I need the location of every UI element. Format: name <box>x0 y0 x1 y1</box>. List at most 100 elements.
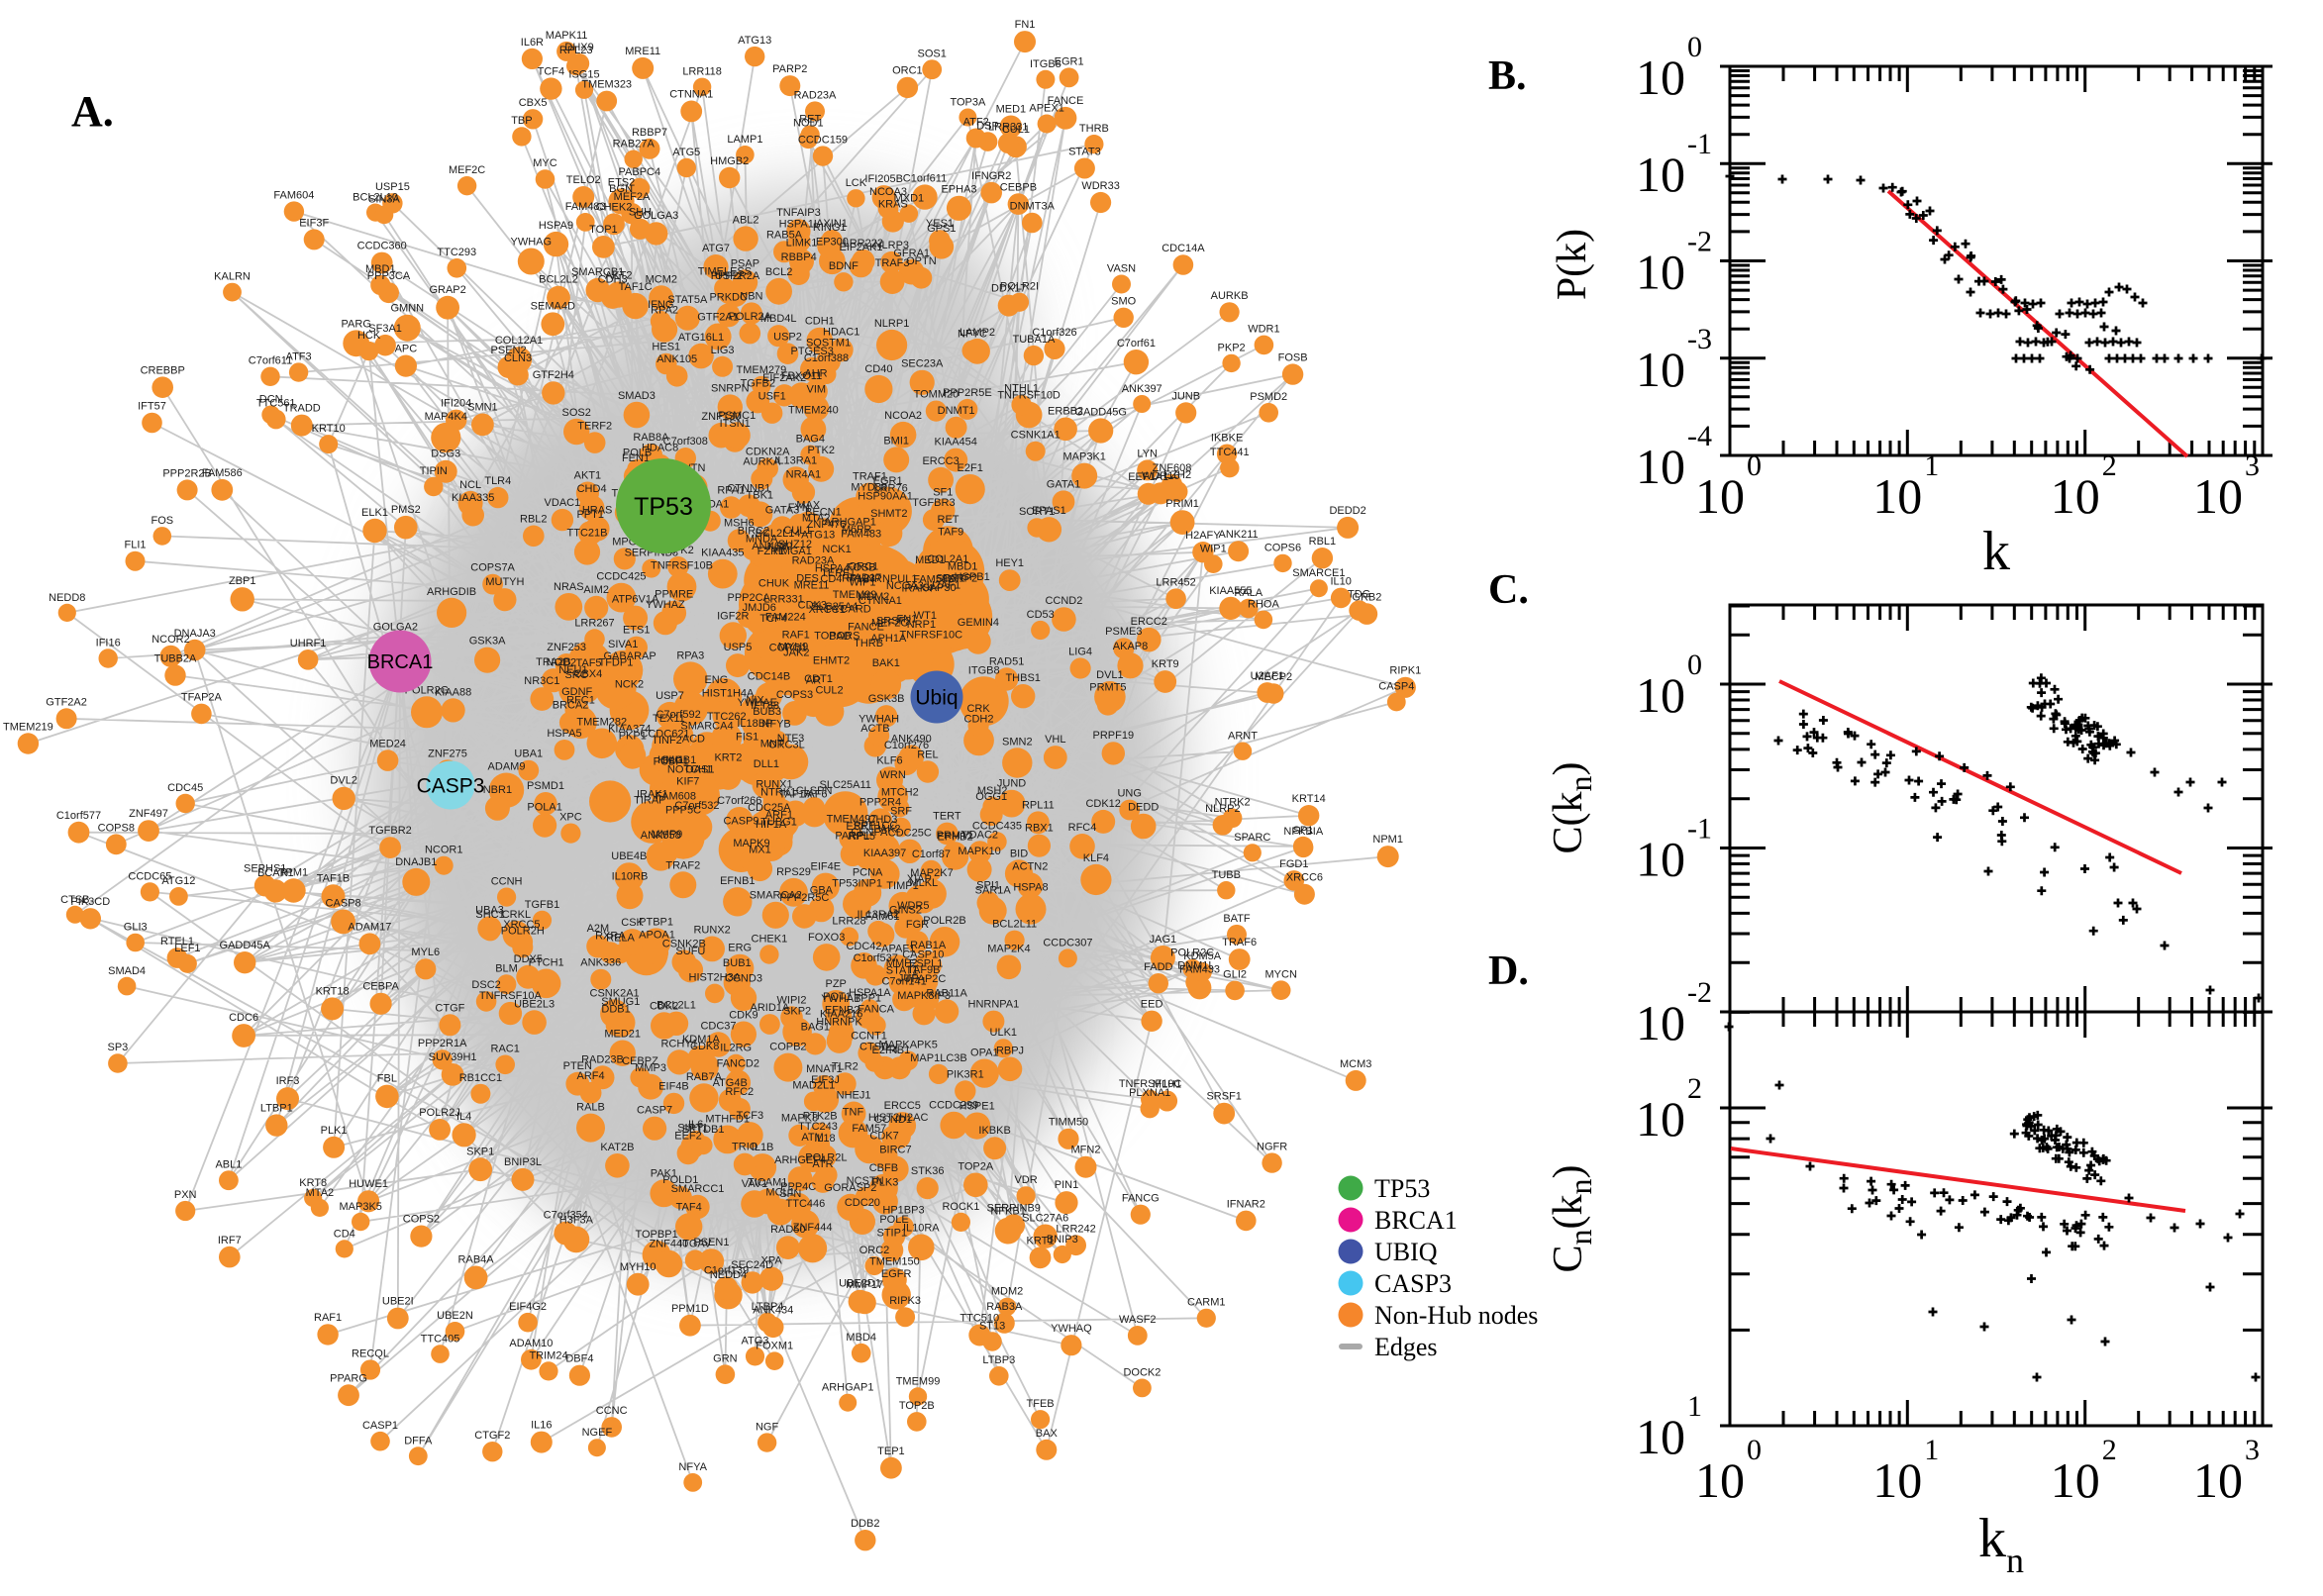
svg-text:ACTB: ACTB <box>860 723 889 735</box>
svg-text:YWHAH: YWHAH <box>858 713 899 725</box>
svg-text:FBXO11: FBXO11 <box>781 370 822 382</box>
svg-text:ATG7: ATG7 <box>702 243 730 254</box>
svg-text:MXD1: MXD1 <box>894 193 925 205</box>
svg-text:CDC37: CDC37 <box>700 1020 736 1032</box>
svg-text:GRAP2: GRAP2 <box>429 284 465 296</box>
svg-text:ATG3: ATG3 <box>742 1335 769 1347</box>
svg-text:SMARCC1: SMARCC1 <box>671 1183 725 1195</box>
svg-text:FOSB: FOSB <box>1278 351 1308 363</box>
svg-text:TNFRSF10C: TNFRSF10C <box>1119 1078 1182 1090</box>
svg-text:GRB2: GRB2 <box>1352 591 1381 603</box>
svg-text:NLRP2: NLRP2 <box>1205 803 1240 815</box>
svg-text:CCDC435: CCDC435 <box>972 820 1022 832</box>
svg-text:IFI205B: IFI205B <box>864 173 903 185</box>
svg-text:TTC243: TTC243 <box>798 1121 838 1133</box>
svg-text:THRB: THRB <box>854 638 883 649</box>
svg-text:TRIM24: TRIM24 <box>529 1349 567 1361</box>
svg-text:1: 1 <box>1924 449 1939 482</box>
svg-text:IFNAR2: IFNAR2 <box>1227 1199 1265 1211</box>
svg-text:DDX5: DDX5 <box>514 953 543 965</box>
svg-text:IRF3: IRF3 <box>276 1075 300 1087</box>
svg-text:CDC45: CDC45 <box>167 782 203 794</box>
svg-text:DSC2: DSC2 <box>471 979 500 991</box>
svg-text:BID: BID <box>1010 848 1028 859</box>
svg-text:MYH10: MYH10 <box>620 1261 656 1273</box>
svg-text:C1orf388: C1orf388 <box>804 352 849 364</box>
svg-text:CASP1: CASP1 <box>362 1420 398 1432</box>
svg-text:MAPK10: MAPK10 <box>958 846 1000 857</box>
svg-text:MYL6: MYL6 <box>411 947 440 958</box>
svg-text:H3F3A: H3F3A <box>559 1215 594 1227</box>
svg-text:GLI3: GLI3 <box>124 922 148 934</box>
svg-text:CCDC159: CCDC159 <box>798 134 848 146</box>
svg-text:RAB1A: RAB1A <box>910 940 947 951</box>
svg-text:HSPA1A: HSPA1A <box>849 987 891 999</box>
svg-text:TAF5: TAF5 <box>575 657 601 669</box>
svg-text:HEY1: HEY1 <box>995 557 1024 569</box>
svg-text:MNAT1: MNAT1 <box>806 1063 842 1075</box>
svg-text:1: 1 <box>1687 1390 1702 1423</box>
svg-text:PPP2R2B: PPP2R2B <box>162 467 212 479</box>
svg-text:KRT18: KRT18 <box>316 985 350 997</box>
svg-text:C1orf87: C1orf87 <box>912 848 951 860</box>
svg-text:ZNF444: ZNF444 <box>793 1222 833 1234</box>
svg-text:RET: RET <box>938 514 960 526</box>
svg-text:MLKL: MLKL <box>909 877 938 889</box>
svg-text:U2AF1: U2AF1 <box>1251 670 1284 682</box>
svg-text:PIK3CD: PIK3CD <box>70 896 110 908</box>
svg-text:GBA: GBA <box>810 885 834 897</box>
svg-text:SEC24D: SEC24D <box>731 1259 773 1271</box>
svg-text:IL10RA: IL10RA <box>903 1223 940 1235</box>
svg-text:ERCC3: ERCC3 <box>922 455 959 467</box>
svg-text:BCL2L10: BCL2L10 <box>353 192 398 204</box>
svg-text:NLRP3: NLRP3 <box>874 240 909 251</box>
svg-text:POLA1: POLA1 <box>527 802 561 814</box>
svg-text:FANCD2: FANCD2 <box>717 1058 759 1070</box>
svg-text:10: 10 <box>1636 439 1685 494</box>
svg-text:CCNC: CCNC <box>596 1405 628 1417</box>
svg-text:POLR2B: POLR2B <box>923 915 965 927</box>
svg-text:ESPL1: ESPL1 <box>909 957 943 969</box>
svg-text:CTNNA1: CTNNA1 <box>858 595 902 607</box>
svg-text:RALB: RALB <box>576 1102 605 1114</box>
svg-text:TDG: TDG <box>1348 588 1370 600</box>
svg-text:SMAD4: SMAD4 <box>108 965 146 977</box>
svg-text:CDKN2A: CDKN2A <box>746 447 790 458</box>
svg-text:Non-Hub nodes: Non-Hub nodes <box>1374 1301 1538 1330</box>
svg-text:SOS1: SOS1 <box>918 48 947 59</box>
svg-text:U2AF1: U2AF1 <box>927 580 960 592</box>
svg-text:MX1: MX1 <box>749 845 771 856</box>
svg-text:PPP4C: PPP4C <box>780 1181 816 1193</box>
svg-text:AKAP8: AKAP8 <box>1113 641 1148 652</box>
svg-text:EGR1: EGR1 <box>1055 55 1084 67</box>
svg-text:TCF4: TCF4 <box>759 613 787 625</box>
svg-text:KIAA335: KIAA335 <box>452 492 494 504</box>
svg-text:ATP6V1A: ATP6V1A <box>612 594 659 606</box>
svg-text:C1orf276: C1orf276 <box>884 740 929 751</box>
svg-text:KRT10: KRT10 <box>312 423 346 435</box>
svg-text:TOPBP1: TOPBP1 <box>635 1229 677 1241</box>
svg-text:WDR5: WDR5 <box>897 900 929 912</box>
svg-text:STAT1: STAT1 <box>886 965 919 977</box>
svg-text:SIRT1: SIRT1 <box>677 1123 708 1135</box>
svg-text:HIST2H2AC: HIST2H2AC <box>868 1112 929 1124</box>
svg-text:DNMT3A: DNMT3A <box>1010 201 1056 213</box>
svg-text:FOSB: FOSB <box>847 561 876 573</box>
svg-text:CBFB: CBFB <box>869 1162 898 1174</box>
svg-text:CCDC621: CCDC621 <box>640 729 689 741</box>
svg-text:BNIP3: BNIP3 <box>1047 1234 1078 1246</box>
svg-text:RPS29: RPS29 <box>776 866 811 878</box>
svg-text:RB1: RB1 <box>889 1045 910 1056</box>
svg-text:C7orf308: C7orf308 <box>663 436 708 448</box>
svg-text:TP53INP1: TP53INP1 <box>832 878 882 890</box>
svg-text:ZNF497: ZNF497 <box>129 808 168 820</box>
svg-text:RPA2: RPA2 <box>651 305 678 317</box>
svg-text:APH1A: APH1A <box>870 633 907 645</box>
svg-text:HES1: HES1 <box>652 342 680 353</box>
svg-text:PSMD1: PSMD1 <box>527 780 564 792</box>
svg-text:RBBP4: RBBP4 <box>781 251 817 263</box>
svg-text:MED1: MED1 <box>996 104 1027 116</box>
svg-text:USP5: USP5 <box>724 642 753 653</box>
svg-text:FANCE: FANCE <box>848 621 884 633</box>
svg-text:MECP2: MECP2 <box>1255 671 1292 683</box>
